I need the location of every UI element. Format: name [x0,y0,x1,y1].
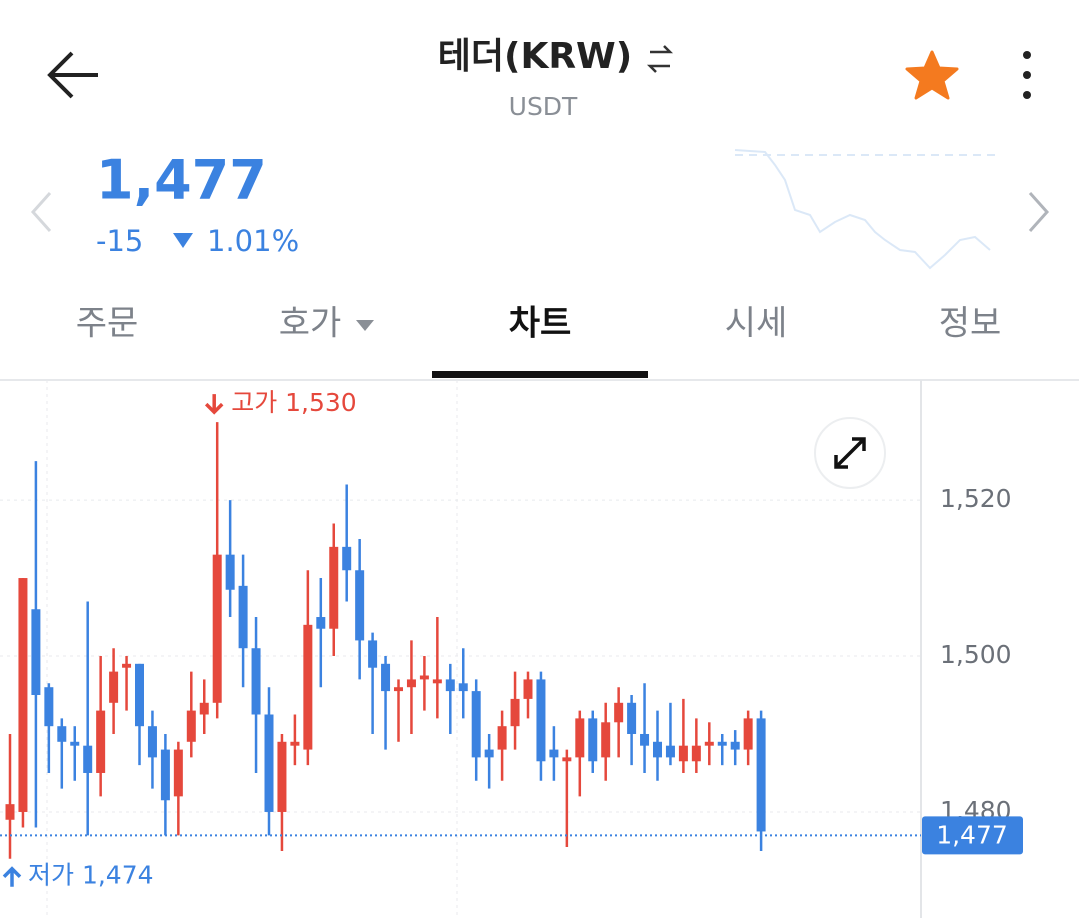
sparkline [734,149,1000,270]
expand-button[interactable] [814,417,886,489]
candle-body [316,617,326,629]
candle-body [588,718,598,762]
candle-body [290,741,300,746]
candle-body [368,640,378,668]
tab[interactable]: 시세 [725,304,788,344]
candle-body [329,546,339,629]
candle-body [199,702,209,715]
candle-body [549,749,559,758]
candle-body [730,741,740,750]
candle-body [173,749,183,797]
back-button[interactable] [47,51,98,99]
candle-body [18,578,28,812]
tab[interactable]: 호가 [279,304,342,344]
title: 테더(KRW) [438,36,632,77]
next-arrow[interactable] [1028,191,1050,233]
candle-body [238,585,248,649]
current-price: 1,477 [96,149,267,212]
candle-body [510,698,520,727]
candle-body [419,675,429,680]
more-menu[interactable] [1023,51,1031,99]
candle-body [756,718,766,832]
candle-body [355,570,365,641]
tab[interactable]: 차트 [509,304,572,344]
candle-body [497,726,507,750]
tabs: 주문 호가 차트 시세 정보 [76,304,1002,344]
candle-body [704,741,714,746]
last-price-tag [922,816,1023,855]
candle-body [381,663,391,692]
change-rate: 1.01% [207,224,299,258]
candle-body [523,679,533,699]
candle-body [342,546,352,571]
candle-body [57,726,67,742]
candle-body [135,663,144,727]
candle-body [601,722,611,758]
candle-body [406,679,416,688]
swap-icon[interactable] [646,45,674,73]
y-tick-label: 1,500 [940,640,1012,669]
last-price-label: 1,477 [936,820,1008,849]
candle-body [83,745,93,773]
low-label: 저가 1,474 [28,861,154,890]
candle-body [212,554,222,703]
candle-body [394,687,403,692]
price-change: -15 [96,224,143,258]
high-arrow [204,394,224,415]
tab[interactable]: 주문 [76,304,139,344]
candle-body [614,702,624,723]
candle-body [432,679,442,684]
candle-body [186,710,196,742]
candle-body [264,714,274,812]
candle-body [484,749,494,758]
candle-body [5,804,15,820]
candle-body [562,757,572,762]
candle-body [627,702,637,734]
candle-body [678,745,688,762]
candle-body [251,648,261,715]
candle-body [640,733,650,746]
tab-indicator [432,371,648,378]
candle-body [160,749,170,801]
candle-body [665,745,675,758]
candle-body [70,741,80,746]
prev-arrow[interactable] [30,191,52,233]
candle-body [147,726,157,758]
candle-body [303,624,313,750]
candle-body [458,683,468,692]
candle-body [743,718,753,750]
down-triangle [173,233,193,248]
candle-body [277,741,287,812]
candle-body [471,691,481,758]
favorite-star[interactable] [905,50,959,100]
dropdown-caret [356,320,374,331]
candle-body [653,741,662,758]
candle-body [445,679,455,692]
candle-body [122,663,132,668]
candle-body [31,609,41,696]
candle-body [96,710,106,773]
candle-body [536,679,546,762]
candle-body [575,718,585,758]
tab[interactable]: 정보 [939,304,1002,344]
high-label: 고가 1,530 [231,388,357,417]
candle-body [225,554,235,590]
y-tick-label: 1,520 [940,484,1012,513]
low-arrow [2,866,22,887]
candle-body [109,671,119,703]
subtitle: USDT [509,92,578,121]
candle-body [44,687,54,727]
candle-body [691,745,701,762]
candle-body [717,741,727,746]
